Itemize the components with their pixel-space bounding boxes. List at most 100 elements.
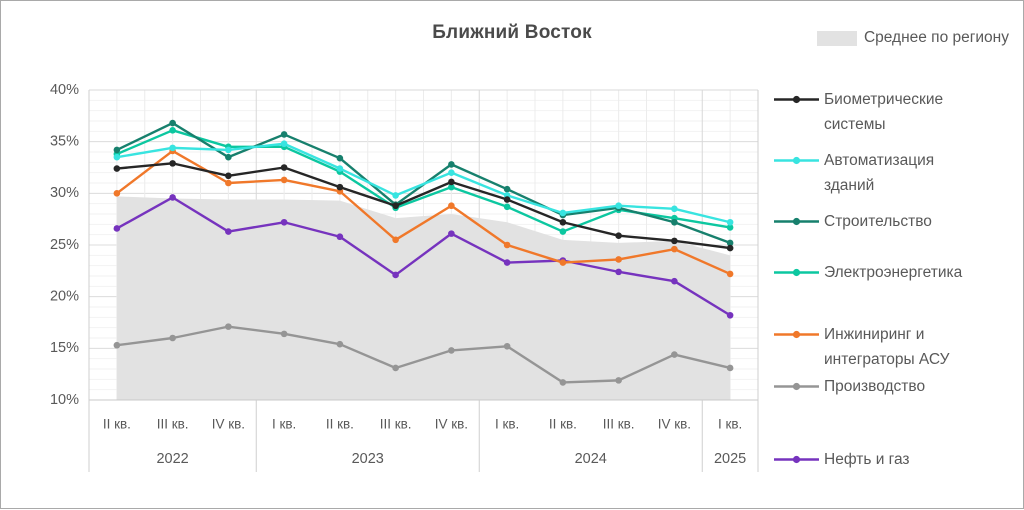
data-point	[726, 244, 734, 252]
x-tick-label: I кв.	[272, 417, 296, 432]
data-point	[671, 218, 678, 226]
data-point	[671, 277, 678, 285]
data-point	[448, 161, 455, 168]
data-point	[559, 218, 567, 226]
data-point	[726, 218, 734, 226]
data-point	[503, 241, 511, 249]
data-point	[280, 164, 288, 171]
data-point	[169, 334, 176, 342]
data-point	[503, 196, 511, 203]
chart-title: Ближний Восток	[432, 22, 592, 43]
average-region-area	[116, 196, 731, 400]
series-line	[115, 162, 732, 250]
x-tick-label: III кв.	[157, 417, 189, 432]
series-нефть-и-газ	[113, 194, 734, 319]
data-point	[559, 209, 567, 217]
data-point	[615, 256, 622, 263]
data-point	[113, 225, 121, 232]
data-point	[448, 347, 455, 354]
data-point	[448, 183, 455, 191]
data-point	[225, 179, 232, 187]
data-point	[448, 178, 455, 186]
data-point	[280, 218, 288, 226]
data-point	[280, 330, 288, 338]
data-point	[225, 153, 232, 161]
data-point	[615, 268, 622, 276]
x-tick-label: III кв.	[380, 417, 412, 432]
data-point	[503, 259, 511, 266]
data-point	[503, 203, 511, 211]
data-point	[169, 160, 176, 167]
data-point	[671, 205, 678, 213]
plot-frame	[88, 89, 759, 401]
x-tick-label: II кв.	[549, 417, 577, 432]
year-label: 2025	[714, 451, 746, 467]
data-point	[113, 341, 121, 349]
data-point	[280, 140, 288, 148]
data-point	[392, 236, 399, 244]
data-point	[225, 172, 232, 180]
data-point	[559, 228, 567, 235]
year-label: 2022	[156, 451, 188, 467]
data-point	[448, 230, 455, 237]
series-инжиниринг-и-интеграторы-асу	[113, 147, 734, 278]
x-tick-label: IV кв.	[658, 417, 691, 432]
series-line	[115, 149, 732, 276]
y-tick-label: 15%	[50, 340, 79, 356]
x-tick-label: I кв.	[718, 417, 742, 432]
data-point	[169, 194, 176, 201]
data-point	[169, 144, 176, 152]
data-point	[726, 224, 734, 231]
data-point	[503, 342, 511, 350]
data-point	[113, 190, 121, 197]
data-point	[336, 165, 344, 172]
x-axis-year-labels: 2022 2023 2024 2025	[156, 451, 746, 467]
data-point	[392, 364, 399, 372]
average-area-swatch-icon	[816, 30, 857, 46]
y-axis-labels: 40% 35% 30% 25% 20% 15% 10%	[50, 82, 79, 408]
x-tick-label: III кв.	[603, 417, 635, 432]
year-separators	[88, 400, 759, 472]
data-point	[726, 270, 734, 278]
data-point	[559, 259, 567, 266]
data-point	[169, 127, 176, 134]
series-биометрические-системы	[113, 160, 734, 252]
year-label: 2024	[575, 451, 607, 467]
data-point	[336, 154, 344, 162]
y-tick-label: 40%	[50, 82, 79, 98]
series-производство	[113, 323, 734, 386]
y-tick-label: 20%	[50, 288, 79, 304]
data-point	[169, 119, 176, 127]
data-point	[336, 233, 344, 241]
data-point	[392, 192, 399, 199]
data-point	[559, 379, 567, 386]
data-point	[336, 340, 344, 348]
data-point	[280, 131, 288, 138]
data-point	[225, 146, 232, 154]
y-tick-label: 30%	[50, 185, 79, 201]
year-label: 2023	[352, 451, 384, 467]
data-point	[726, 364, 734, 372]
data-point	[336, 183, 344, 191]
x-tick-label: II кв.	[103, 417, 131, 432]
data-point	[225, 323, 232, 330]
legend-average: Среднее по региону	[816, 29, 1009, 47]
data-point	[392, 271, 399, 279]
data-point	[448, 202, 455, 210]
data-point	[113, 165, 121, 172]
data-point	[671, 245, 678, 253]
average-area-label: Среднее по региону	[863, 29, 1009, 46]
series-line	[115, 325, 732, 384]
data-point	[671, 351, 678, 358]
y-tick-label: 10%	[50, 392, 79, 408]
x-tick-label: IV кв.	[212, 417, 245, 432]
y-tick-label: 25%	[50, 237, 79, 253]
data-point	[726, 239, 734, 247]
data-point	[615, 232, 622, 239]
data-point	[615, 377, 622, 384]
x-axis-quarter-labels: II кв. III кв. IV кв. I кв. II кв. III кв. IV …	[103, 417, 742, 432]
x-tick-label: IV кв.	[435, 417, 468, 432]
y-tick-label: 35%	[50, 133, 79, 149]
